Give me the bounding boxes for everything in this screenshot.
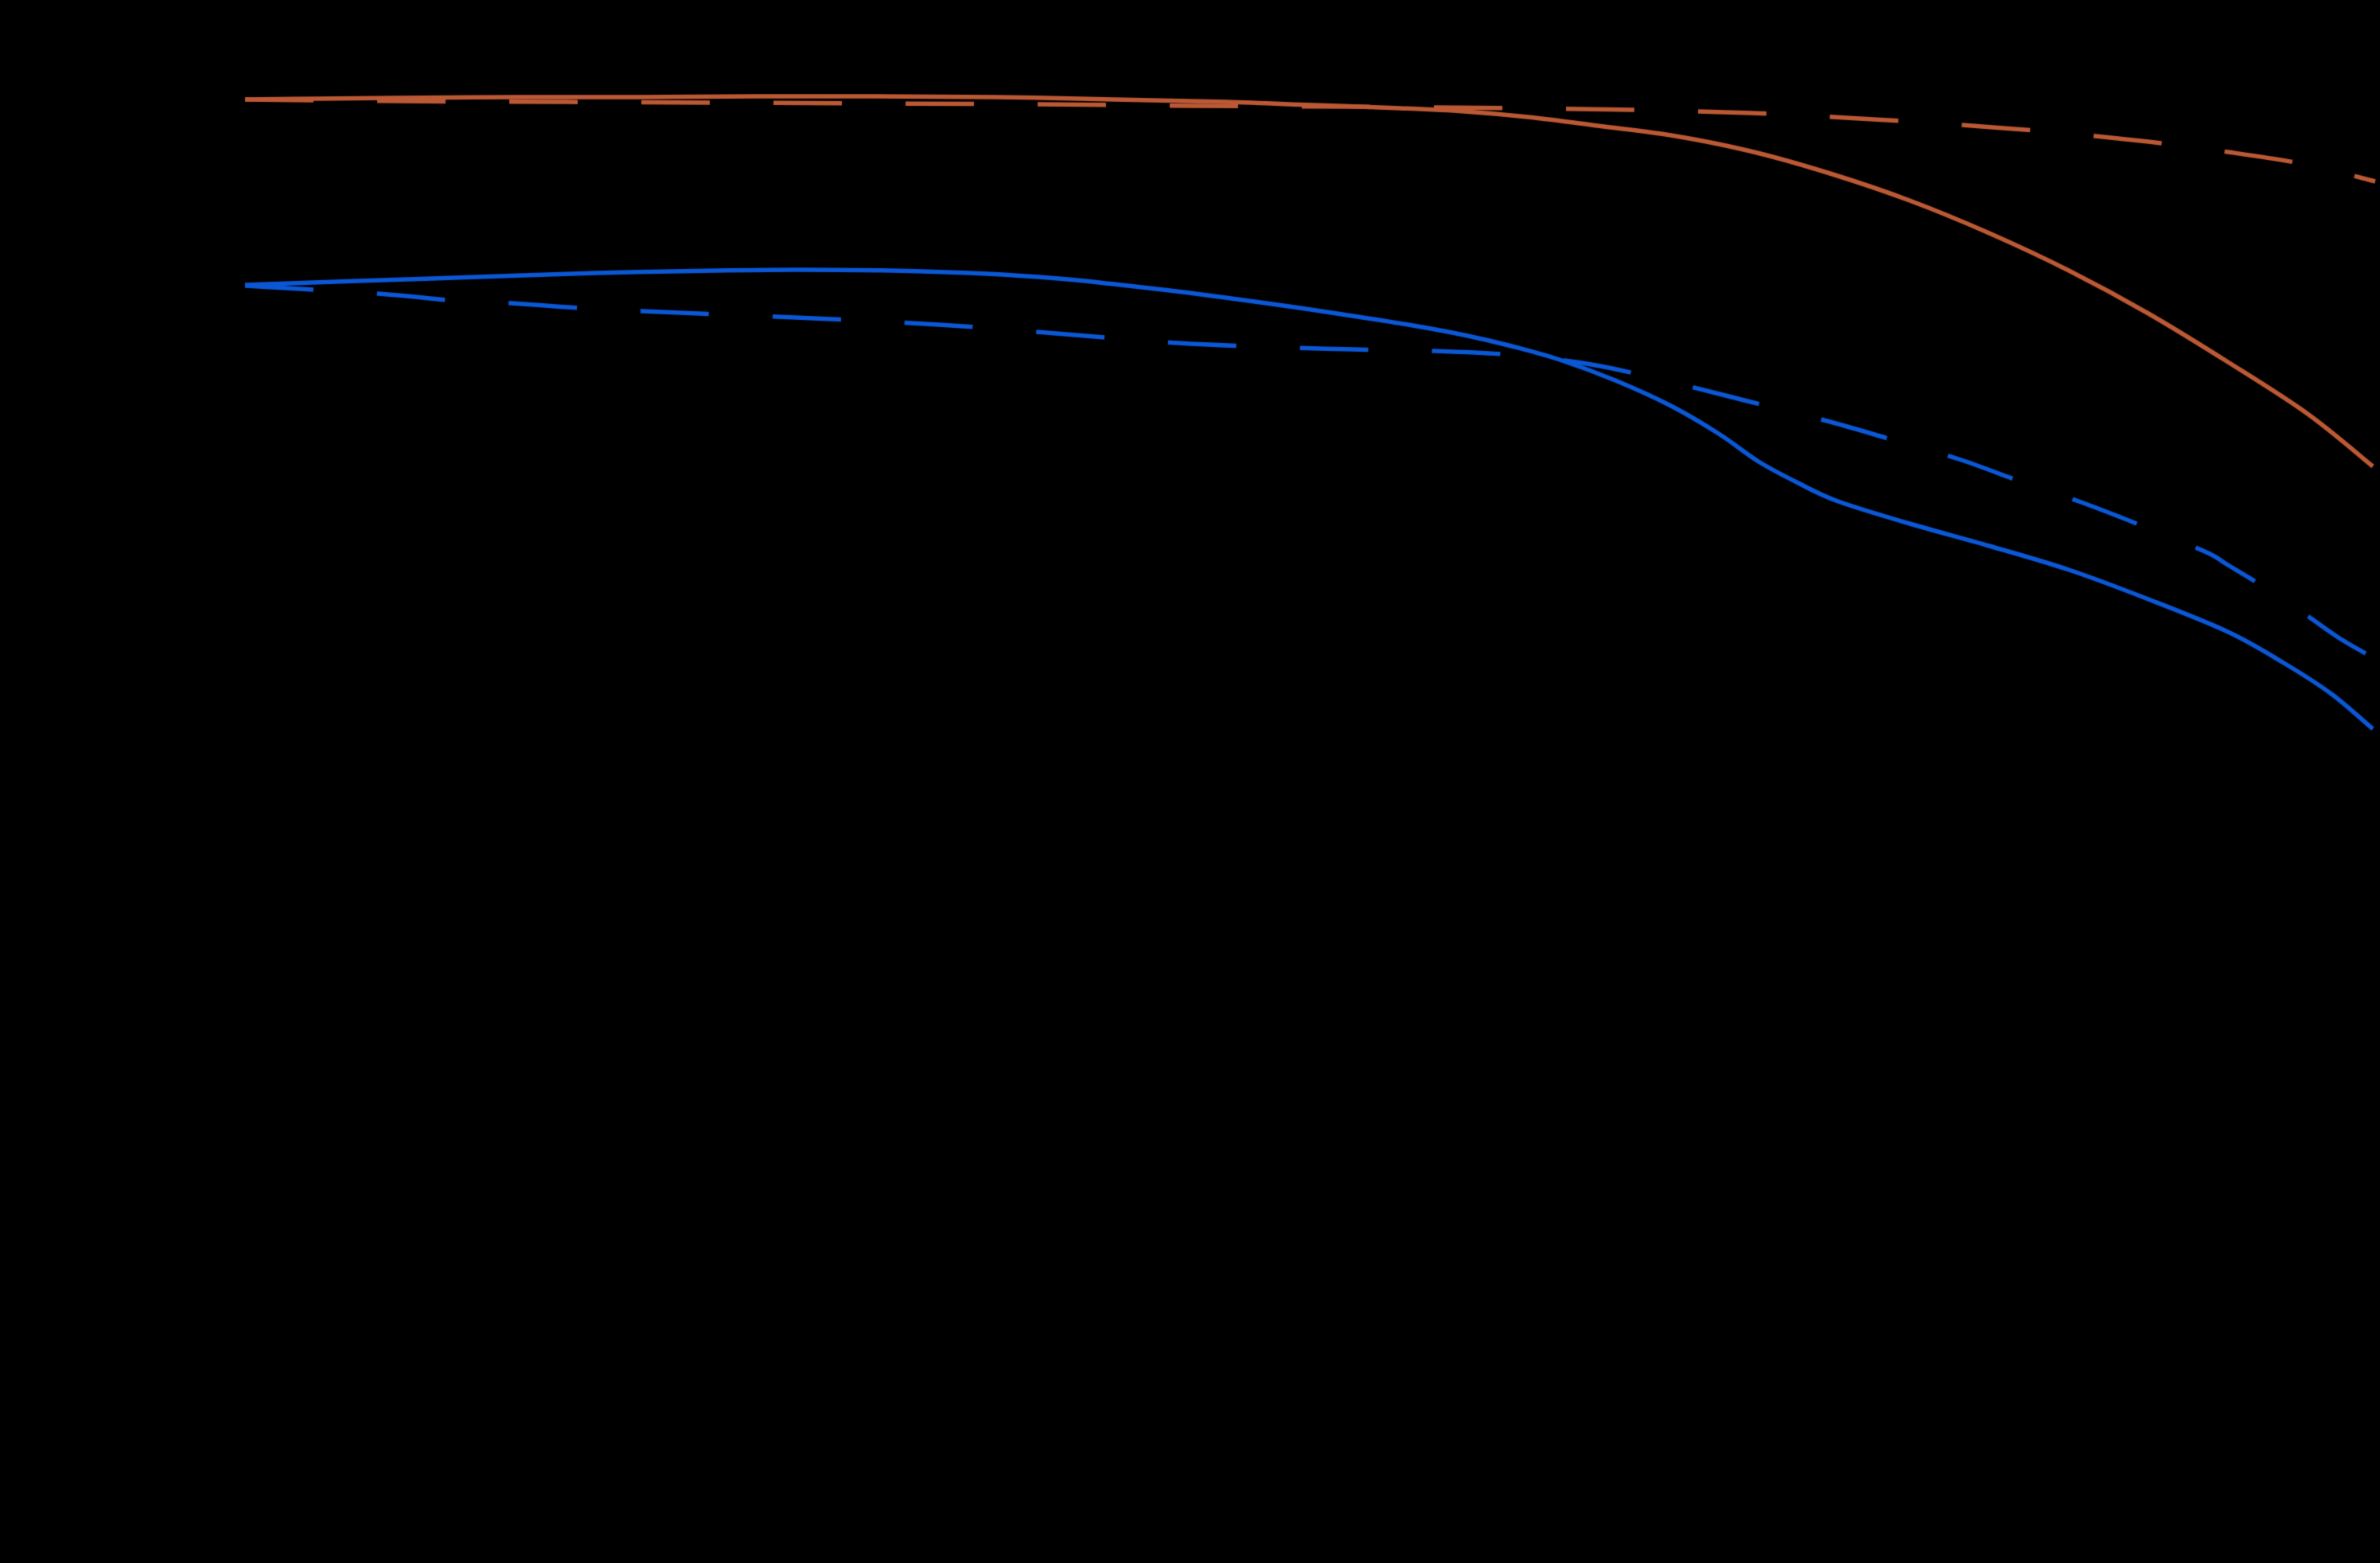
chart-figure	[0, 0, 2380, 1563]
line-chart-canvas	[0, 0, 2380, 1563]
